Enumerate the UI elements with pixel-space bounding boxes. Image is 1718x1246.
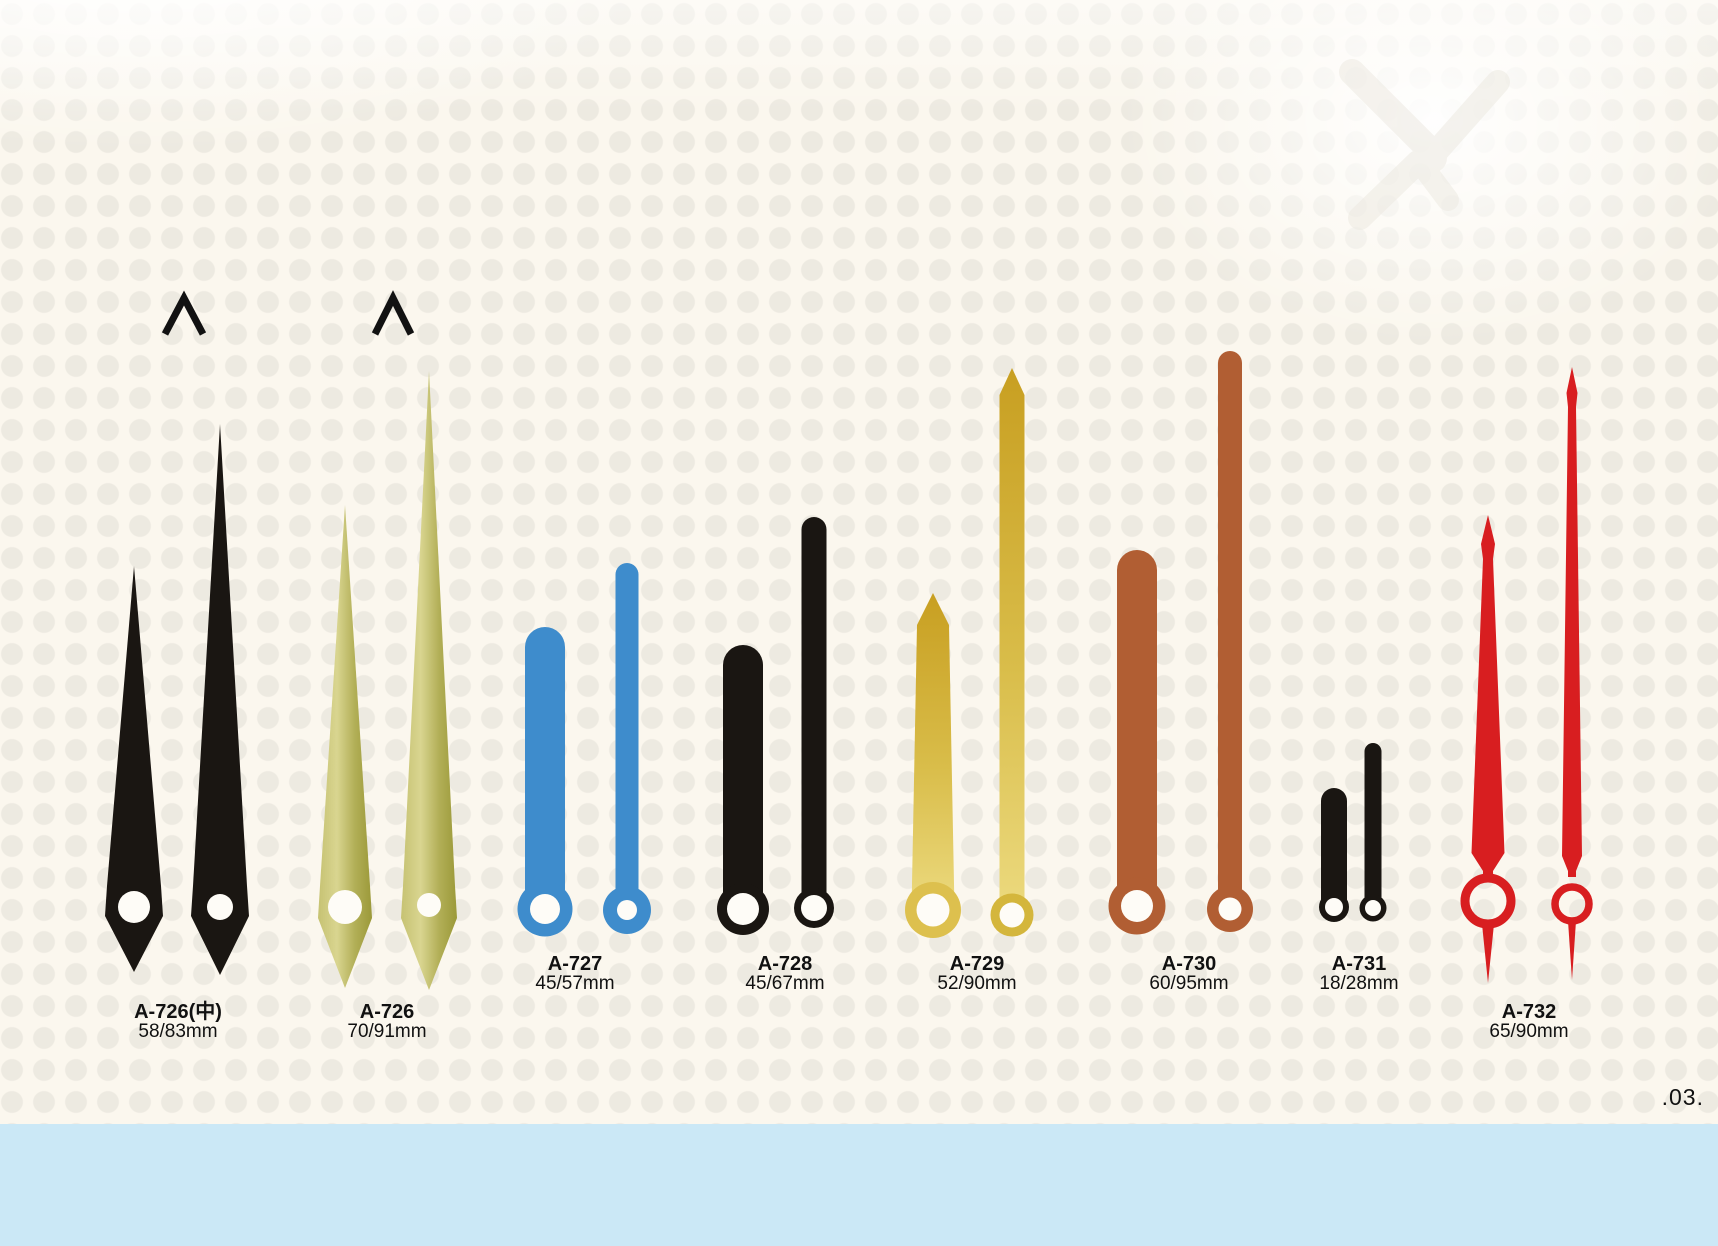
product-size: 70/91mm (347, 1021, 427, 1042)
product-label: A-727 45/57mm (465, 953, 685, 994)
product-code: A-730 (1161, 953, 1217, 975)
product-label: A-728 45/67mm (675, 953, 895, 994)
hands-a727-blue (517, 563, 651, 937)
product-code: A-732 (1501, 1001, 1557, 1023)
product-code: A-727 (547, 953, 603, 975)
product-code: A-731 (1331, 953, 1387, 975)
hands-a731-black-small (1319, 743, 1387, 922)
hands-a732-red (1460, 367, 1593, 983)
hands-a726-medium-black (105, 424, 249, 975)
product-size: 52/90mm (937, 973, 1017, 994)
product-label: A-726 70/91mm (277, 1001, 497, 1042)
product-size: 58/83mm (138, 1021, 218, 1042)
product-label: A-731 18/28mm (1249, 953, 1469, 994)
product-size: 60/95mm (1149, 973, 1229, 994)
product-label: A-726(中) 58/83mm (68, 1001, 288, 1042)
product-code: A-726 (359, 1001, 415, 1023)
product-label: A-729 52/90mm (867, 953, 1087, 994)
clock-hands-watermark-icon (1339, 59, 1510, 230)
product-size: 18/28mm (1319, 973, 1399, 994)
page-number: .03. (1661, 1084, 1704, 1110)
product-code: A-729 (949, 953, 1005, 975)
product-label: A-730 60/95mm (1079, 953, 1299, 994)
hands-a728-black (717, 517, 834, 935)
product-code: A-726(中) (134, 1001, 222, 1023)
product-size: 45/67mm (745, 973, 825, 994)
product-label: A-732 65/90mm (1419, 1001, 1639, 1042)
product-size: 65/90mm (1489, 1021, 1569, 1042)
hands-a726-brass (318, 371, 457, 990)
product-code: A-728 (757, 953, 813, 975)
footer-band (0, 1124, 1718, 1246)
hands-a730-copper (1108, 351, 1253, 935)
product-size: 45/57mm (535, 973, 615, 994)
hands-a729-gold (905, 368, 1034, 938)
caret-up-icon (371, 290, 415, 336)
caret-up-icon (161, 290, 207, 336)
